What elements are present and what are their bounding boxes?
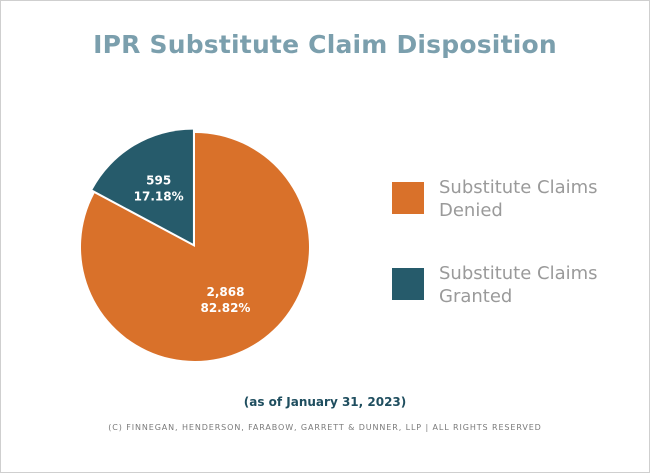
pie-label-denied-value: 2,868	[206, 285, 244, 299]
pie-label-granted-percent: 17.18%	[134, 189, 184, 203]
pie-label-denied-percent: 82.82%	[200, 301, 250, 315]
legend-item-granted: Substitute Claims Granted	[392, 262, 642, 322]
as-of-note: (as of January 31, 2023)	[243, 395, 407, 409]
pie-chart: 2,868 82.82% 595 17.18%	[81, 129, 310, 361]
pie-slice-granted	[92, 129, 193, 244]
copyright-text: (C) FINNEGAN, HENDERSON, FARABOW, GARRET…	[108, 423, 542, 432]
pie-label-granted-value: 595	[146, 173, 171, 187]
legend-swatch-granted	[392, 268, 424, 300]
legend-label-granted-line1: Substitute Claims	[439, 263, 598, 284]
legend-label-denied: Substitute Claims Denied	[439, 176, 639, 222]
legend-label-granted: Substitute Claims Granted	[439, 262, 639, 308]
pie-slice-denied	[81, 133, 310, 361]
legend-label-granted-line2: Granted	[439, 286, 513, 307]
legend-label-denied-line2: Denied	[439, 200, 503, 221]
legend-label-denied-line1: Substitute Claims	[439, 177, 598, 198]
legend-item-denied: Substitute Claims Denied	[392, 176, 642, 236]
legend-swatch-denied	[392, 182, 424, 214]
chart-title: IPR Substitute Claim Disposition	[93, 30, 557, 59]
